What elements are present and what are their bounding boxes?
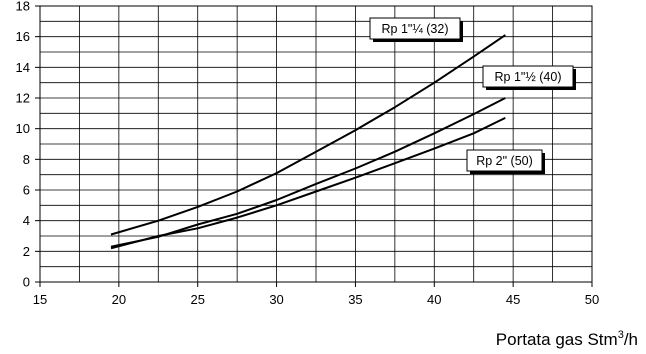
x-axis-label-superscript: 3 [618,329,624,341]
x-tick-label: 50 [585,292,599,307]
series-labels: Rp 1"¼ (32) Rp 1"½ (40) Rp 2" (50) [369,17,576,174]
series-line-3 [110,117,506,250]
y-tick-label: 4 [23,213,30,228]
series-line-1 [110,34,506,236]
x-tick-label: 40 [427,292,441,307]
y-tick-label: 2 [23,244,30,259]
y-tick-label: 10 [16,121,30,136]
y-tick-label: 18 [16,0,30,14]
series-label-box [369,17,461,40]
x-tick-label: 35 [348,292,362,307]
series-line-2 [110,97,506,248]
y-tick-label: 6 [23,183,30,198]
series-label-text: Rp 2" (50) [476,154,533,168]
series-label-text: Rp 1"½ (40) [495,70,562,84]
x-tick-label: 30 [269,292,283,307]
y-tick-label: 8 [23,152,30,167]
plot-frame [39,5,593,283]
series-label-text: Rp 1"¼ (32) [382,22,449,36]
x-tick-label: 45 [506,292,520,307]
grid [40,6,592,282]
x-tick-label: 25 [190,292,204,307]
series-label-box [482,65,574,88]
series-lines [110,34,506,250]
y-tick-label: 14 [16,60,30,75]
y-tick-label: 16 [16,29,30,44]
x-axis-label-main: Portata gas Stm [496,330,618,349]
x-axis-label-suffix: /h [624,330,638,349]
series-label-box [466,149,543,172]
x-tick-label: 20 [112,292,126,307]
x-tick-label: 15 [33,292,47,307]
axes: 15 20 25 30 35 40 45 50 0 2 4 6 8 10 12 14 16 18 [16,0,600,307]
y-tick-label: 0 [23,275,30,290]
x-axis-label: Portata gas Stm3/h [496,329,638,349]
y-tick-label: 12 [16,91,30,106]
